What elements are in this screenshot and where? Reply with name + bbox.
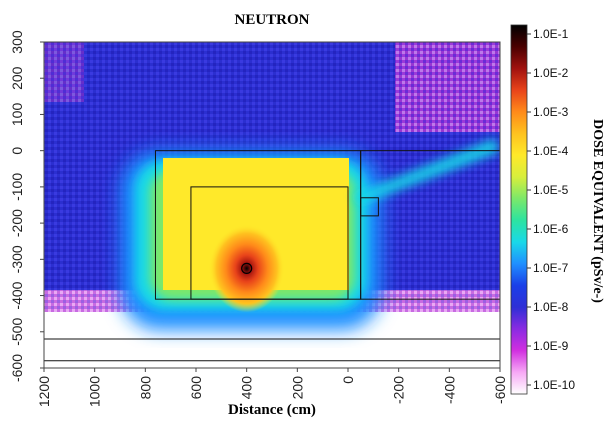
outline-duct-box [360,197,379,217]
colorbar-tick-label: 1.0E-1 [533,27,569,41]
x-tick-label: 1200 [36,376,52,407]
x-axis: 1200 1000 800 600 400 200 0 -200 -400 -600 [36,368,508,407]
dose-heatmap [44,42,500,368]
upper-left-low-dose-region [44,42,84,102]
colorbar-tick-label: 1.0E-4 [533,144,569,158]
colorbar: 1.0E-1 1.0E-2 1.0E-3 1.0E-4 1.0E-5 1.0E-6 1.0E… [510,24,575,395]
y-tick-label: -100 [9,173,25,201]
y-tick-label: 300 [9,30,25,54]
upper-right-low-dose-region [395,42,500,132]
y-tick-label: 100 [9,103,25,127]
colorbar-tick-label: 1.0E-7 [533,261,569,275]
x-tick-label: -600 [492,376,508,404]
y-tick-label: -300 [9,245,25,273]
x-tick-label: 200 [289,376,305,400]
colorbar-tick-label: 1.0E-8 [533,300,569,314]
source-marker [241,262,253,274]
colorbar-tick-label: 1.0E-5 [533,183,569,197]
y-tick-label: -500 [9,318,25,346]
source-hotspot [208,224,285,313]
colorbar-ticks: 1.0E-1 1.0E-2 1.0E-3 1.0E-4 1.0E-5 1.0E-6 1.0E… [527,27,575,392]
x-tick-label: 1000 [87,376,103,407]
colorbar-tick-label: 1.0E-3 [533,105,569,119]
colorbar-tick-label: 1.0E-10 [533,378,575,392]
x-tick-label: 800 [137,376,153,400]
colorbar-tick-label: 1.0E-2 [533,66,569,80]
y-tick-label: -400 [9,281,25,309]
y-tick-label: -600 [9,354,25,382]
x-tick-label: -200 [391,376,407,404]
y-tick-label: 200 [9,66,25,90]
duct-beam-streak [352,138,500,205]
chart-title: NEUTRON [234,12,309,28]
y-tick-label: -200 [9,209,25,237]
x-axis-label: Distance (cm) [228,402,316,418]
plot-frame [43,41,501,369]
y-tick-label: 0 [9,147,25,155]
colorbar-label: DOSE EQUIVALENT (pSv/e-) [590,119,605,303]
y-axis: 300 200 100 0 -100 -200 -300 -400 -500 -600 [9,30,44,382]
x-tick-label: 600 [188,376,204,400]
x-tick-label: 0 [340,376,356,384]
x-tick-label: -400 [441,376,457,404]
colorbar-tick-label: 1.0E-9 [533,339,569,353]
x-tick-label: 400 [239,376,255,400]
colorbar-tick-label: 1.0E-6 [533,222,569,236]
colorbar-bar [510,24,528,395]
